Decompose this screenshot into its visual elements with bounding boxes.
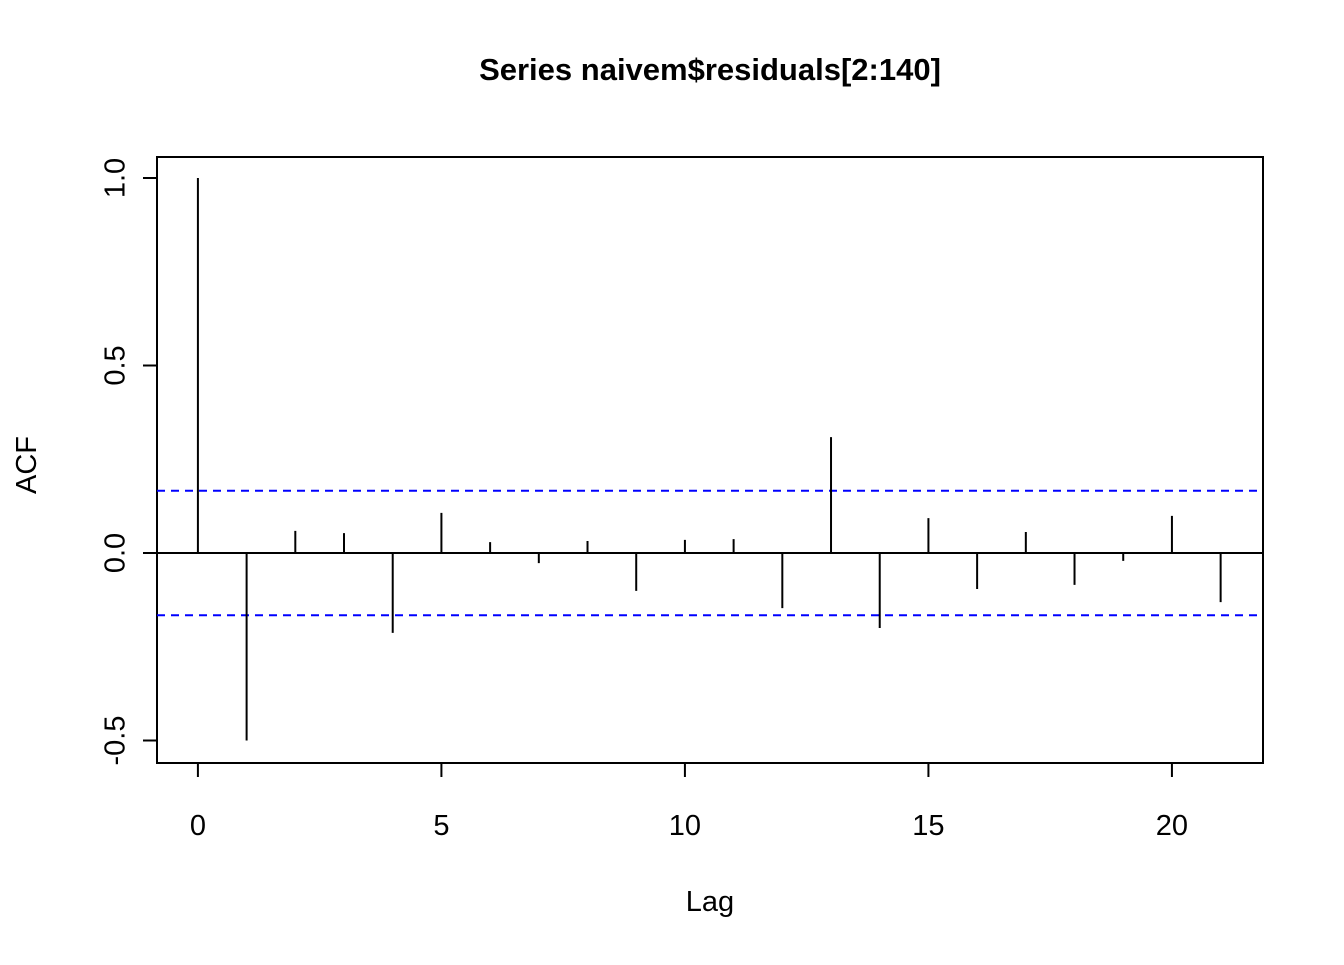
x-axis-label: Lag [686, 886, 734, 918]
y-tick-label: 0.5 [100, 345, 132, 385]
x-tick-label: 0 [190, 810, 206, 842]
x-tick-label: 15 [912, 810, 944, 842]
y-tick-label: 0.0 [100, 533, 132, 573]
x-tick-label: 10 [669, 810, 701, 842]
x-tick-label: 5 [433, 810, 449, 842]
x-tick-label: 20 [1156, 810, 1188, 842]
chart-title: Series naivem$residuals[2:140] [479, 52, 941, 87]
y-axis-label: ACF [11, 436, 43, 494]
plot-frame [156, 156, 1264, 764]
y-tick-label: 1.0 [100, 158, 132, 198]
y-tick-label: -0.5 [100, 716, 132, 766]
